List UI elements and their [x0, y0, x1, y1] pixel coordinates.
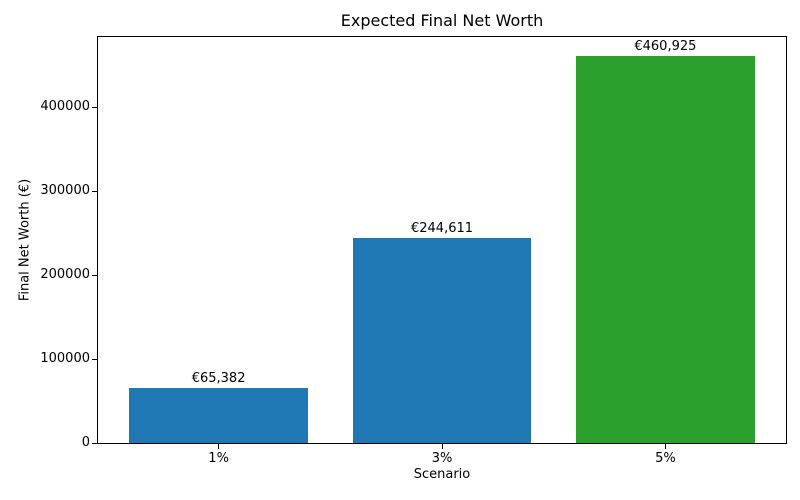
x-axis-label: Scenario — [413, 467, 471, 482]
bar-value-label: €460,925 — [634, 39, 697, 55]
bar-value-label: €65,382 — [191, 371, 246, 387]
y-tick-mark — [92, 358, 97, 360]
x-tick-label: 5% — [655, 451, 676, 466]
x-tick-label: 1% — [208, 451, 229, 466]
bar-5% — [576, 56, 755, 443]
y-tick-mark — [92, 190, 97, 192]
bar-value-label: €244,611 — [410, 220, 474, 236]
y-tick-label: 0 — [81, 435, 90, 450]
bar-1% — [129, 388, 308, 443]
y-tick-mark — [92, 106, 97, 108]
x-tick-mark — [664, 444, 666, 449]
y-tick-label: 400000 — [40, 99, 90, 115]
x-tick-mark — [218, 444, 220, 449]
x-tick-mark — [441, 444, 443, 449]
y-tick-label: 200000 — [40, 267, 90, 283]
bar-3% — [352, 237, 532, 443]
x-tick-label: 3% — [431, 451, 453, 466]
y-tick-label: 300000 — [40, 183, 90, 199]
y-tick-mark — [92, 274, 97, 276]
y-tick-label: 100000 — [40, 351, 90, 367]
chart-title: Expected Final Net Worth — [340, 11, 544, 30]
y-tick-mark — [92, 442, 97, 444]
